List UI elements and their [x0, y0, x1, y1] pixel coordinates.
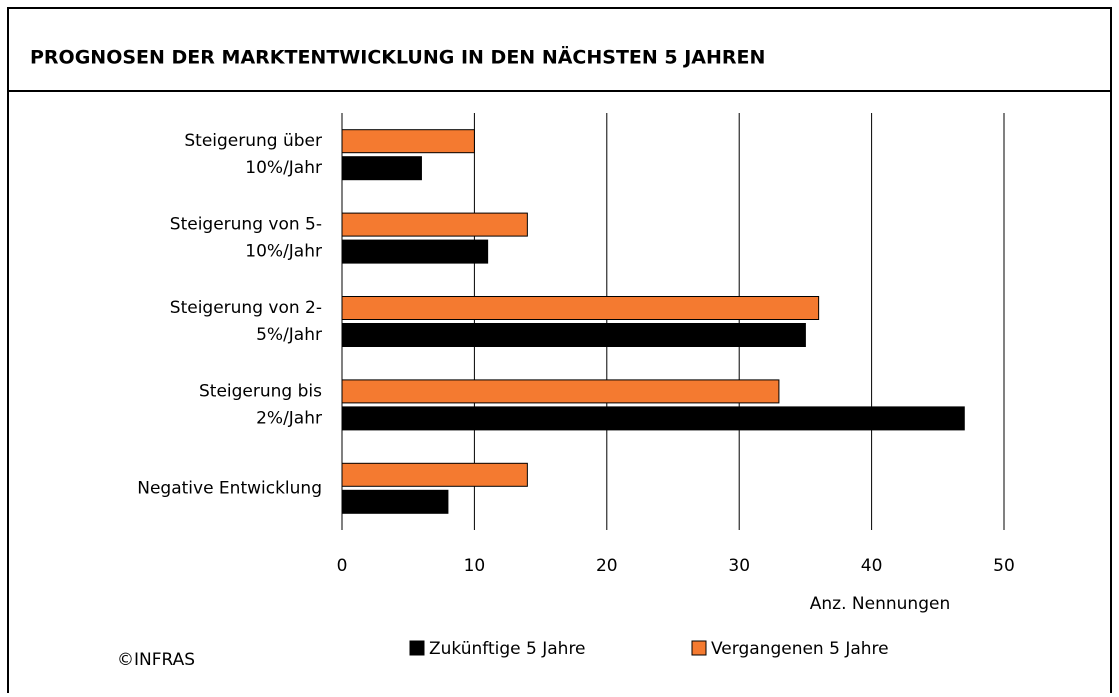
- y-tick-label: 10%/Jahr: [245, 158, 322, 178]
- legend-swatch: [691, 640, 707, 656]
- bar: [341, 239, 489, 264]
- legend-label: Zukünftige 5 Jahre: [429, 639, 586, 659]
- x-tick-label: 30: [728, 556, 750, 576]
- y-tick-label: Steigerung über: [184, 131, 322, 151]
- bar: [341, 156, 422, 181]
- x-tick-label: 10: [464, 556, 486, 576]
- y-tick-label: 10%/Jahr: [245, 242, 322, 262]
- bar: [341, 296, 820, 320]
- bar: [341, 462, 528, 487]
- frame: [7, 7, 1112, 693]
- bar: [341, 323, 806, 347]
- x-tick-label: 0: [337, 556, 348, 576]
- bar: [341, 489, 449, 514]
- legend-label: Vergangenen 5 Jahre: [711, 639, 889, 659]
- bar: [341, 212, 528, 237]
- source: ©INFRAS: [117, 650, 195, 670]
- legend-swatch: [409, 640, 425, 656]
- y-tick-label: 5%/Jahr: [256, 325, 322, 345]
- y-tick-label: Steigerung bis: [199, 381, 322, 401]
- x-tick-label: 50: [993, 556, 1015, 576]
- y-tick-label: Steigerung von 5-: [170, 215, 322, 235]
- x-axis-label: Anz. Nennungen: [810, 594, 950, 614]
- bar: [341, 406, 965, 431]
- bar: [341, 129, 475, 154]
- y-tick-label: Steigerung von 2-: [170, 298, 322, 318]
- y-tick-label: 2%/Jahr: [256, 408, 322, 428]
- x-tick-label: 40: [861, 556, 883, 576]
- x-tick-label: 20: [596, 556, 618, 576]
- chart-title: PROGNOSEN DER MARKTENTWICKLUNG IN DEN NÄ…: [30, 45, 765, 69]
- y-tick-label: Negative Entwicklung: [137, 478, 322, 498]
- bar: [341, 379, 780, 404]
